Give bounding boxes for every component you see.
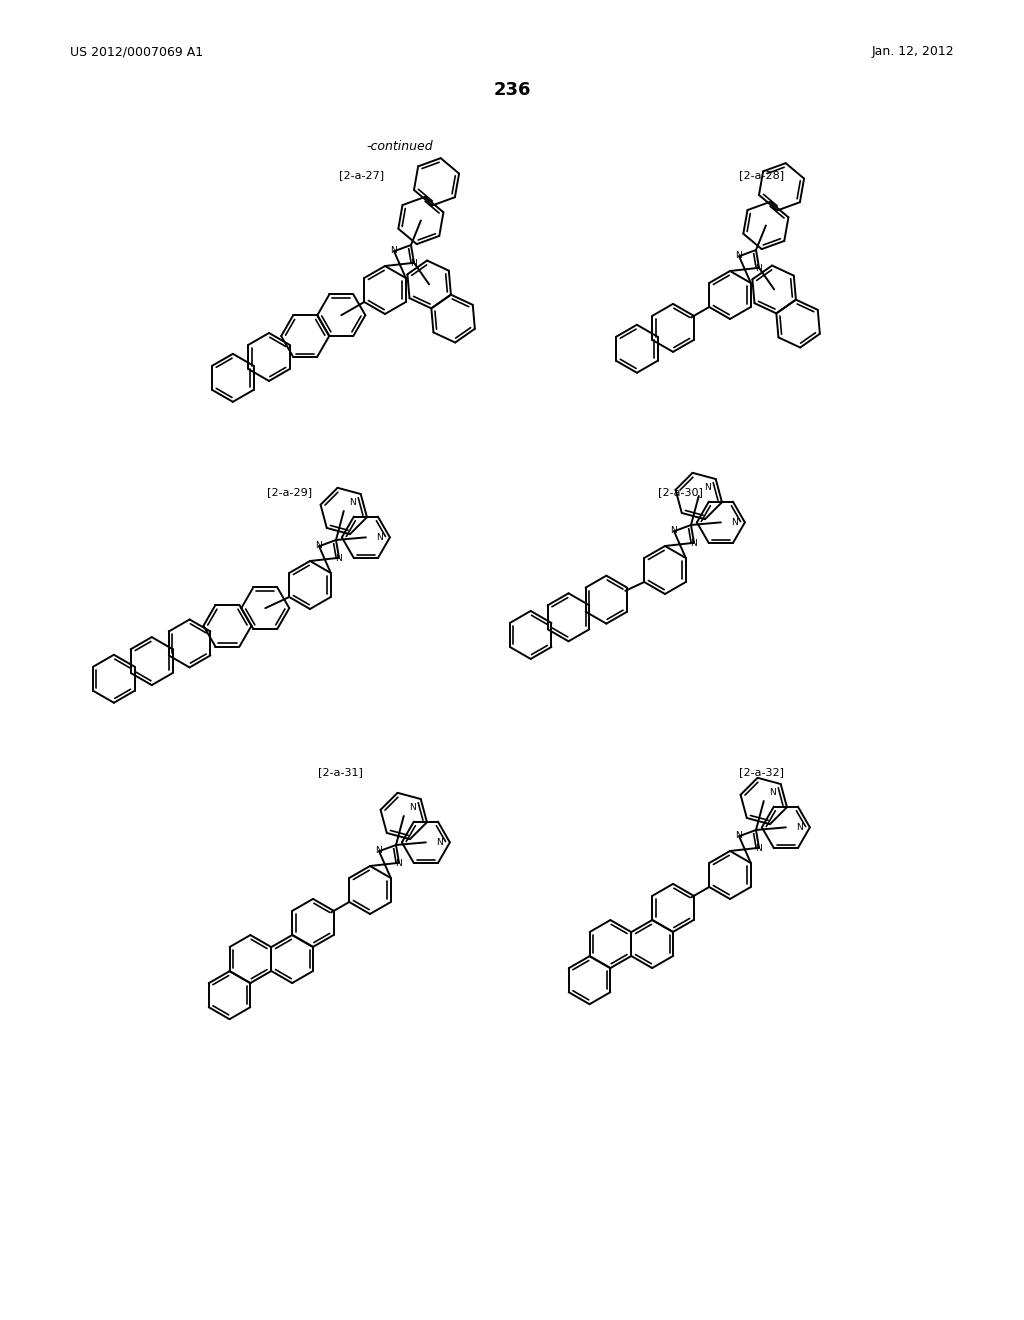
- Text: N: N: [734, 251, 741, 260]
- Text: N: N: [689, 540, 696, 548]
- Text: N: N: [769, 788, 775, 797]
- Text: N: N: [755, 264, 762, 273]
- Text: -continued: -continued: [367, 140, 433, 153]
- Text: [2-a-28]: [2-a-28]: [739, 170, 784, 180]
- Text: N: N: [703, 483, 711, 492]
- Text: [2-a-32]: [2-a-32]: [739, 767, 784, 777]
- Text: 236: 236: [494, 81, 530, 99]
- Text: [2-a-31]: [2-a-31]: [317, 767, 362, 777]
- Text: [2-a-29]: [2-a-29]: [267, 487, 312, 498]
- Text: N: N: [755, 845, 762, 853]
- Text: N: N: [376, 533, 382, 543]
- Text: N: N: [349, 498, 355, 507]
- Text: N: N: [410, 259, 417, 268]
- Text: [2-a-27]: [2-a-27]: [339, 170, 385, 180]
- Text: N: N: [390, 246, 396, 255]
- Text: N: N: [335, 554, 341, 564]
- Text: N: N: [314, 541, 322, 549]
- Text: N: N: [375, 846, 381, 855]
- Text: N: N: [731, 517, 737, 527]
- Text: N: N: [734, 830, 741, 840]
- Text: N: N: [394, 859, 401, 869]
- Text: N: N: [796, 822, 803, 832]
- Text: Jan. 12, 2012: Jan. 12, 2012: [871, 45, 954, 58]
- Text: N: N: [435, 838, 442, 847]
- Text: [2-a-30]: [2-a-30]: [657, 487, 702, 498]
- Text: N: N: [670, 525, 677, 535]
- Text: US 2012/0007069 A1: US 2012/0007069 A1: [70, 45, 203, 58]
- Text: N: N: [409, 803, 416, 812]
